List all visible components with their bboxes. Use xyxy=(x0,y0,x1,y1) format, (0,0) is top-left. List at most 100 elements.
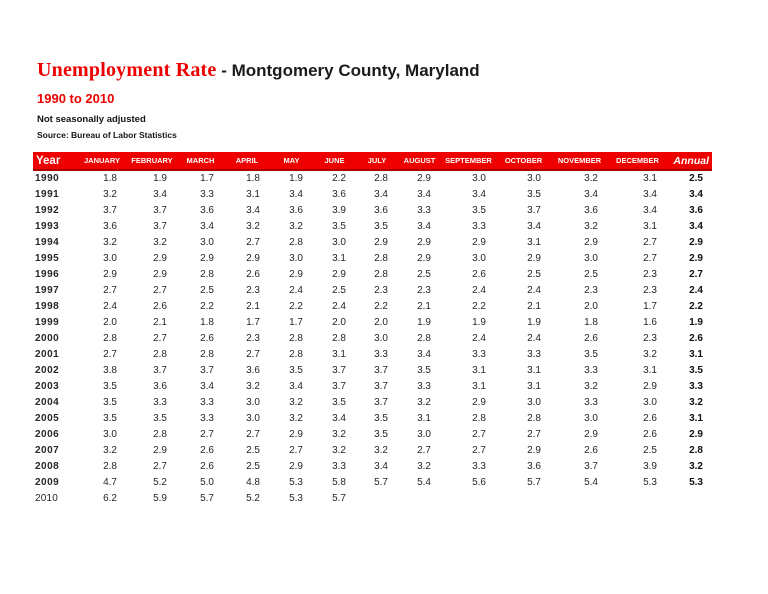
unemployment-rate-table: Year JANUARY FEBRUARY MARCH APRIL MAY JUNE JUL… xyxy=(33,152,712,506)
month-value-cell: 5.2 xyxy=(153,476,167,488)
month-value-cell: 3.3 xyxy=(200,188,214,200)
month-value-cell: 2.1 xyxy=(527,300,541,312)
month-value-cell: 3.7 xyxy=(103,204,117,216)
annual-value-cell: 2.9 xyxy=(689,236,703,248)
month-value-cell: 1.8 xyxy=(246,173,260,184)
month-value-cell: 3.1 xyxy=(527,236,541,248)
month-value-cell: 2.7 xyxy=(153,284,167,296)
month-value-cell: 1.7 xyxy=(643,300,657,312)
month-value-cell: 3.2 xyxy=(246,220,260,232)
table-row: 2005 3.5 3.5 3.3 3.0 3.2 3.4 3.5 3.1 2.8 2.8 3.0 2.6… xyxy=(33,410,712,426)
month-value-cell: 2.9 xyxy=(417,252,431,264)
month-value-cell: 5.3 xyxy=(289,492,303,504)
month-value-cell: 3.4 xyxy=(289,188,303,200)
month-column-header: JULY xyxy=(367,156,387,165)
month-value-cell: 2.9 xyxy=(332,268,346,280)
annual-value-cell: 3.1 xyxy=(689,348,703,360)
month-value-cell: 2.8 xyxy=(103,332,117,344)
month-column-header: APRIL xyxy=(235,156,259,165)
month-value-cell: 3.7 xyxy=(332,380,346,392)
month-value-cell: 3.5 xyxy=(417,364,431,376)
month-value-cell: 2.9 xyxy=(472,236,486,248)
month-column-header: JUNE xyxy=(324,156,345,165)
annual-value-cell: 2.9 xyxy=(689,428,703,440)
month-value-cell: 3.0 xyxy=(200,236,214,248)
month-value-cell: 2.9 xyxy=(472,396,486,408)
month-value-cell: 2.8 xyxy=(472,412,486,424)
month-value-cell: 3.3 xyxy=(374,348,388,360)
month-value-cell: 3.1 xyxy=(472,364,486,376)
month-value-cell: 2.7 xyxy=(153,332,167,344)
year-cell: 1999 xyxy=(35,316,60,328)
month-value-cell: 1.9 xyxy=(472,316,486,328)
month-value-cell: 2.1 xyxy=(153,316,167,328)
month-value-cell: 2.9 xyxy=(246,252,260,264)
table-row: 1995 3.0 2.9 2.9 2.9 3.0 3.1 2.8 2.9 3.0 2.9 3.0 2.7… xyxy=(33,250,712,266)
month-value-cell: 3.5 xyxy=(374,412,388,424)
year-cell: 1992 xyxy=(35,204,60,216)
month-value-cell: 3.0 xyxy=(527,396,541,408)
month-value-cell: 3.0 xyxy=(332,236,346,248)
month-value-cell: 2.8 xyxy=(289,332,303,344)
month-value-cell: 3.4 xyxy=(417,348,431,360)
month-value-cell: 2.3 xyxy=(246,284,260,296)
month-value-cell: 3.6 xyxy=(332,188,346,200)
month-value-cell: 2.5 xyxy=(643,444,657,456)
month-value-cell: 3.6 xyxy=(527,460,541,472)
annual-column-header: Annual xyxy=(673,154,709,167)
table-row: 2010 6.2 5.9 5.7 5.2 5.3 5.7 xyxy=(33,490,712,506)
month-value-cell: 3.0 xyxy=(246,396,260,408)
month-value-cell: 3.3 xyxy=(584,364,598,376)
month-value-cell: 2.7 xyxy=(527,428,541,440)
month-value-cell: 2.9 xyxy=(153,252,167,264)
year-column-header: Year xyxy=(36,154,61,167)
month-value-cell: 2.0 xyxy=(332,316,346,328)
year-cell: 2009 xyxy=(35,476,60,488)
month-value-cell: 2.7 xyxy=(643,236,657,248)
month-value-cell: 3.3 xyxy=(472,220,486,232)
month-column-header: FEBRUARY xyxy=(131,156,173,165)
month-value-cell: 5.9 xyxy=(153,492,167,504)
month-value-cell: 2.7 xyxy=(200,428,214,440)
month-value-cell: 2.9 xyxy=(643,380,657,392)
month-value-cell: 3.2 xyxy=(374,444,388,456)
month-value-cell: 2.4 xyxy=(289,284,303,296)
month-value-cell: 5.6 xyxy=(472,476,486,488)
month-value-cell: 5.3 xyxy=(289,476,303,488)
month-value-cell: 1.8 xyxy=(103,173,117,184)
month-value-cell: 2.9 xyxy=(289,428,303,440)
month-value-cell: 2.8 xyxy=(200,348,214,360)
month-value-cell: 2.5 xyxy=(527,268,541,280)
year-cell: 2010 xyxy=(35,492,59,504)
month-value-cell: 2.0 xyxy=(103,316,117,328)
month-value-cell: 3.3 xyxy=(417,380,431,392)
month-value-cell: 3.4 xyxy=(643,204,657,216)
month-value-cell: 3.6 xyxy=(584,204,598,216)
month-value-cell: 3.5 xyxy=(103,380,117,392)
month-value-cell: 3.2 xyxy=(153,236,167,248)
month-value-cell: 3.3 xyxy=(472,348,486,360)
month-value-cell: 2.6 xyxy=(584,332,598,344)
month-value-cell: 3.4 xyxy=(374,460,388,472)
month-value-cell: 2.2 xyxy=(374,300,388,312)
month-value-cell: 2.6 xyxy=(584,444,598,456)
year-cell: 2008 xyxy=(35,460,60,472)
month-value-cell: 3.0 xyxy=(103,252,117,264)
month-value-cell: 5.7 xyxy=(527,476,541,488)
month-value-cell: 2.9 xyxy=(289,460,303,472)
month-value-cell: 2.5 xyxy=(332,284,346,296)
month-value-cell: 3.1 xyxy=(643,364,657,376)
month-value-cell: 2.1 xyxy=(417,300,431,312)
month-value-cell: 3.5 xyxy=(153,412,167,424)
document-header: Unemployment Rate - Montgomery County, M… xyxy=(37,47,480,140)
month-value-cell: 3.1 xyxy=(246,188,260,200)
month-value-cell: 2.9 xyxy=(417,236,431,248)
table-row: 2008 2.8 2.7 2.6 2.5 2.9 3.3 3.4 3.2 3.3 3.6 3.7 3.9… xyxy=(33,458,712,474)
month-value-cell: 3.7 xyxy=(332,364,346,376)
title-rest: - Montgomery County, Maryland xyxy=(216,61,480,80)
month-value-cell: 3.4 xyxy=(200,380,214,392)
month-value-cell: 2.5 xyxy=(200,284,214,296)
month-value-cell: 3.4 xyxy=(417,188,431,200)
month-value-cell: 2.0 xyxy=(374,316,388,328)
annual-value-cell: 3.4 xyxy=(689,220,703,232)
